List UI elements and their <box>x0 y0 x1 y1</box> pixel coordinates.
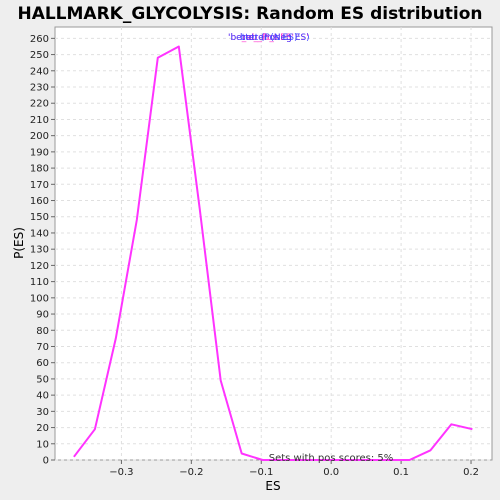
x-axis-label: ES <box>265 479 280 493</box>
x-tick-label: 0.0 <box>323 467 339 478</box>
legend-entry: 'be_ob_Pos ES' <box>228 33 294 43</box>
y-tick-label: 0 <box>43 456 49 467</box>
grid-lines <box>55 27 492 461</box>
y-tick-label: 240 <box>30 66 49 77</box>
y-tick-label: 140 <box>30 228 49 239</box>
x-tick-label: −0.2 <box>179 467 203 478</box>
legend: 'be_ob_Pos ES''no_ob_Neg ES''better (Pos… <box>228 33 310 43</box>
y-tick-label: 20 <box>36 423 49 434</box>
x-tick-label: −0.3 <box>109 467 133 478</box>
x-tick-label: 0.2 <box>463 467 479 478</box>
y-tick-label: 170 <box>30 180 49 191</box>
y-tick-label: 60 <box>36 358 49 369</box>
chart-title: HALLMARK_GLYCOLYSIS: Random ES distribut… <box>17 4 482 24</box>
legend-entry: better (Neg ES) <box>240 33 310 43</box>
y-tick-label: 40 <box>36 391 49 402</box>
y-tick-label: 70 <box>36 342 49 353</box>
y-tick-label: 180 <box>30 164 49 175</box>
y-tick-label: 80 <box>36 326 49 337</box>
y-tick-label: 110 <box>30 277 49 288</box>
y-tick-label: 120 <box>30 261 49 272</box>
series-line <box>73 45 473 461</box>
y-tick-label: 250 <box>30 50 49 61</box>
y-tick-label: 130 <box>30 245 49 256</box>
plot-area <box>54 26 493 461</box>
y-tick-label: 30 <box>36 407 49 418</box>
series-layer <box>73 45 473 461</box>
y-tick-label: 210 <box>30 115 49 126</box>
y-tick-label: 220 <box>30 99 49 110</box>
y-tick-label: 200 <box>30 131 49 142</box>
legend-entry: 'no_ob_Neg ES' <box>240 33 309 43</box>
legend-entry: 'better (Pos ES)' <box>228 33 300 43</box>
y-tick-label: 160 <box>30 196 49 207</box>
x-tick-label: 0.1 <box>393 467 409 478</box>
y-tick-label: 150 <box>30 212 49 223</box>
axes: 0 10 20 30 40 50 60 70 80 90 100 110 120 130 140 150 160… <box>30 34 479 478</box>
y-axis-label: P(ES) <box>12 227 26 259</box>
x-tick-label: −0.1 <box>249 467 273 478</box>
y-tick-label: 260 <box>30 34 49 45</box>
y-tick-label: 90 <box>36 310 49 321</box>
y-tick-label: 230 <box>30 83 49 94</box>
y-tick-label: 50 <box>36 374 49 385</box>
y-tick-label: 100 <box>30 293 49 304</box>
y-tick-label: 10 <box>36 439 49 450</box>
pos-scores-annotation: Sets with pos scores: 5% <box>269 453 394 464</box>
y-tick-label: 190 <box>30 147 49 158</box>
